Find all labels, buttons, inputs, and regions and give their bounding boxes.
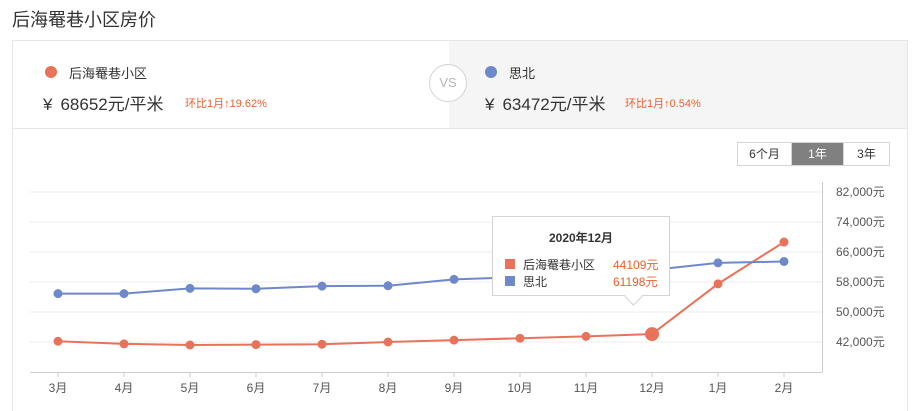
compare-right-price: ¥63472元/平米	[485, 90, 605, 115]
data-point[interactable]	[449, 335, 459, 345]
tooltip-series-name: 思北	[523, 275, 548, 289]
y-tick-label: 66,000元	[836, 245, 885, 259]
x-tick-label: 12月	[639, 381, 664, 395]
x-tick-label: 9月	[445, 381, 464, 395]
compare-left-price: ¥68652元/平米	[43, 90, 163, 115]
y-tick-label: 50,000元	[836, 305, 885, 319]
page-title: 后海罨巷小区房价	[12, 10, 156, 30]
x-tick-label: 6月	[247, 381, 266, 395]
tab-1-year[interactable]: 1年	[791, 143, 843, 165]
data-point[interactable]	[185, 283, 195, 293]
data-point[interactable]	[251, 340, 261, 350]
data-point[interactable]	[779, 256, 789, 266]
data-point[interactable]	[449, 274, 459, 284]
compare-left[interactable]: 后海罨巷小区 ¥68652元/平米 环比1月↑19.62%	[13, 41, 449, 128]
compare-left-change: 环比1月↑19.62%	[185, 98, 267, 110]
tab-6-months[interactable]: 6个月	[749, 147, 780, 161]
data-point[interactable]	[119, 289, 129, 299]
data-point[interactable]	[779, 237, 789, 247]
price-panel: 后海罨巷小区 ¥68652元/平米 环比1月↑19.62% 思北 ¥63472元…	[12, 40, 908, 411]
data-point[interactable]	[53, 336, 63, 346]
tooltip-series-value: 61198元	[613, 275, 658, 289]
data-point[interactable]	[317, 281, 327, 291]
x-tick-label: 2月	[775, 381, 794, 395]
data-point[interactable]	[515, 333, 525, 343]
data-point[interactable]	[581, 331, 591, 341]
tooltip-series-value: 44109元	[613, 258, 659, 272]
tab-3-years[interactable]: 3年	[843, 143, 889, 165]
y-tick-label: 58,000元	[836, 275, 885, 289]
data-point[interactable]	[185, 340, 195, 350]
chart-tooltip: 2020年12月 后海罨巷小区 44109元 思北 61198元	[492, 216, 670, 306]
x-tick-label: 10月	[507, 381, 532, 395]
y-tick-label: 42,000元	[836, 335, 885, 349]
data-point[interactable]	[713, 258, 723, 268]
vs-badge: VS	[429, 64, 467, 102]
data-point[interactable]	[317, 339, 327, 349]
data-point[interactable]	[383, 281, 393, 291]
y-tick-label: 74,000元	[836, 215, 885, 229]
compare-right[interactable]: 思北 ¥63472元/平米 环比1月↑0.54%	[449, 41, 907, 128]
tooltip-title: 2020年12月	[548, 231, 614, 245]
x-tick-label: 11月	[574, 381, 598, 395]
data-point[interactable]	[251, 284, 261, 294]
legend-dot-left	[45, 66, 57, 78]
y-tick-label: 82,000元	[836, 185, 885, 199]
x-tick-label: 5月	[181, 381, 200, 395]
currency-symbol: ¥	[43, 95, 53, 114]
data-point[interactable]	[53, 289, 63, 299]
x-tick-label: 3月	[49, 381, 68, 395]
data-point[interactable]	[645, 327, 659, 342]
x-tick-label: 8月	[379, 381, 398, 395]
tooltip-swatch	[505, 276, 515, 286]
series-line-houhai	[57, 241, 785, 347]
tooltip-series-name: 后海罨巷小区	[523, 258, 596, 272]
compare-header: 后海罨巷小区 ¥68652元/平米 环比1月↑19.62% 思北 ¥63472元…	[13, 41, 907, 129]
data-point[interactable]	[119, 339, 129, 349]
x-tick-label: 7月	[313, 381, 332, 395]
range-tabs: 6个月 1年 3年	[737, 142, 890, 166]
currency-symbol: ¥	[485, 95, 495, 114]
data-point[interactable]	[383, 337, 393, 347]
x-tick-label: 1月	[709, 381, 728, 395]
compare-right-price-value: 63472元/平米	[502, 95, 606, 114]
compare-left-price-value: 68652元/平米	[60, 95, 164, 114]
x-tick-label: 4月	[115, 381, 134, 395]
tooltip-swatch	[505, 259, 515, 269]
compare-right-change: 环比1月↑0.54%	[625, 98, 701, 110]
legend-dot-right	[485, 66, 497, 78]
series-line-sibei	[58, 260, 785, 295]
compare-right-name: 思北	[509, 66, 536, 81]
data-point[interactable]	[713, 279, 723, 289]
compare-left-name: 后海罨巷小区	[69, 66, 148, 81]
